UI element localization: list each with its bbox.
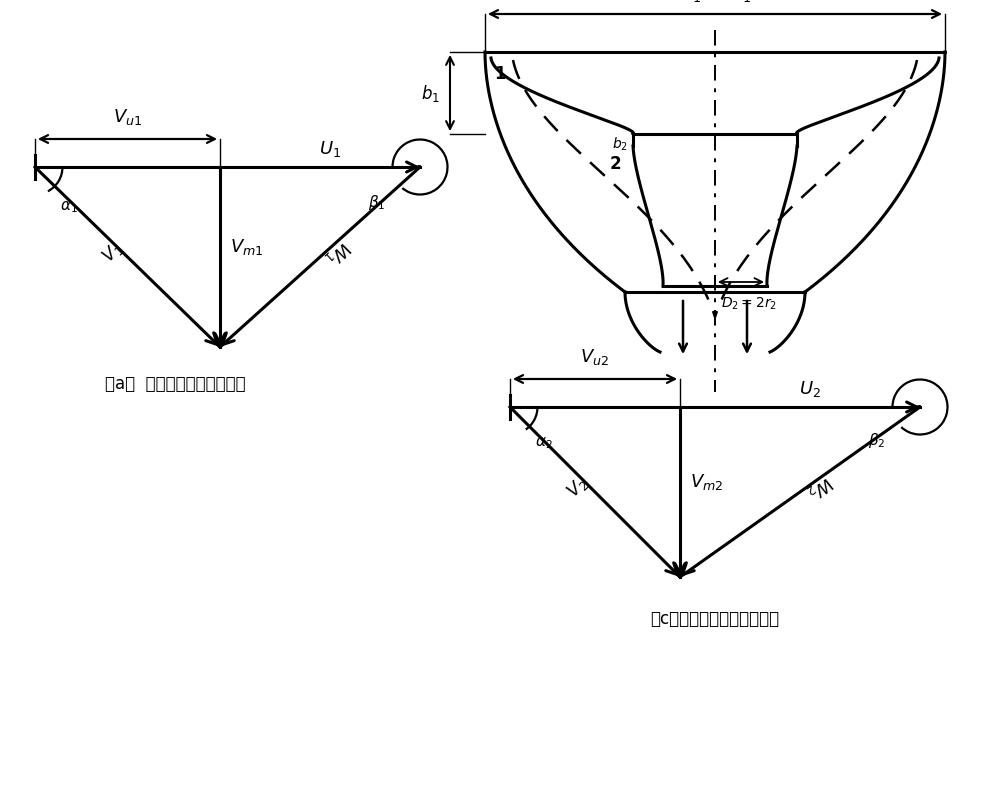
Text: （a）  转轮进口的流速三角形: （a） 转轮进口的流速三角形	[105, 375, 246, 393]
Text: 2: 2	[609, 155, 621, 173]
Text: $W_2$: $W_2$	[803, 471, 837, 503]
Text: $\beta_1$: $\beta_1$	[368, 193, 385, 212]
Text: $\beta_2$: $\beta_2$	[868, 431, 885, 450]
Text: （c）转轮出口的流速三角形: （c）转轮出口的流速三角形	[650, 610, 780, 628]
Text: $V_2$: $V_2$	[562, 472, 592, 501]
Text: $V_1$: $V_1$	[98, 237, 127, 266]
Text: $U_1$: $U_1$	[319, 139, 341, 159]
Text: $V_{u1}$: $V_{u1}$	[113, 107, 142, 127]
Text: $b_2$: $b_2$	[612, 136, 628, 152]
Text: $U_2$: $U_2$	[799, 379, 821, 399]
Text: $b_1$: $b_1$	[421, 83, 440, 103]
Text: $W_1$: $W_1$	[321, 236, 355, 269]
Text: $V_{u2}$: $V_{u2}$	[580, 347, 610, 367]
Text: $D_1=2r_1$: $D_1=2r_1$	[679, 0, 751, 4]
Text: $V_{m1}$: $V_{m1}$	[230, 237, 263, 257]
Text: $\alpha_2$: $\alpha_2$	[535, 435, 553, 451]
Text: $V_{m2}$: $V_{m2}$	[690, 472, 723, 492]
Text: $\alpha_1$: $\alpha_1$	[60, 199, 78, 215]
Text: $D_2=2r_2$: $D_2=2r_2$	[721, 296, 777, 313]
Text: 1: 1	[494, 65, 506, 83]
